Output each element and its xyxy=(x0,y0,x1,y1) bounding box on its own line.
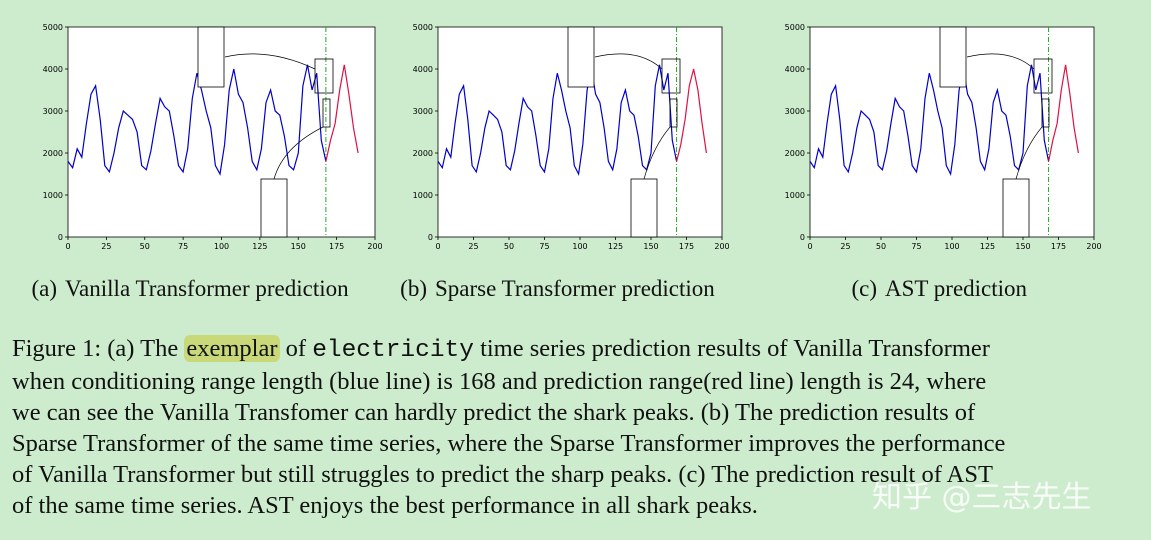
x-tick-label: 150 xyxy=(291,242,306,251)
x-tick-label: 125 xyxy=(608,242,623,251)
y-tick-label: 0 xyxy=(800,233,805,242)
caption-line: when conditioning range length (blue lin… xyxy=(12,368,987,395)
y-tick-label: 0 xyxy=(428,233,433,242)
subcaption-label: (b) xyxy=(400,276,427,301)
caption-line: of the same time series. AST enjoys the … xyxy=(12,492,758,519)
subcaption: Sparse Transformer prediction xyxy=(435,276,715,301)
series-line xyxy=(67,64,327,176)
x-tick-label: 0 xyxy=(807,242,812,251)
inset xyxy=(1002,178,1030,238)
y-tick-label: 5000 xyxy=(413,23,433,32)
inset xyxy=(630,178,658,238)
x-tick-label: 25 xyxy=(101,242,111,251)
x-tick-label: 175 xyxy=(329,242,344,251)
inset xyxy=(197,26,225,88)
x-tick-label: 200 xyxy=(1086,242,1101,251)
x-tick-label: 125 xyxy=(980,242,995,251)
caption-text: time series prediction results of Vanill… xyxy=(473,335,990,362)
series-line xyxy=(1048,64,1079,162)
x-tick-label: 75 xyxy=(539,242,549,251)
inset xyxy=(260,178,288,238)
zoom-box xyxy=(669,98,678,128)
x-tick-label: 25 xyxy=(468,242,478,251)
inset xyxy=(567,26,595,88)
x-tick-label: 150 xyxy=(1015,242,1030,251)
y-tick-label: 4000 xyxy=(785,65,805,74)
zoom-box xyxy=(1033,58,1053,94)
series-line xyxy=(325,64,359,162)
x-tick-label: 100 xyxy=(214,242,229,251)
x-tick-label: 50 xyxy=(876,242,886,251)
y-tick-label: 5000 xyxy=(785,23,805,32)
zoom-box xyxy=(1041,98,1050,128)
y-tick-label: 4000 xyxy=(43,65,63,74)
series-line xyxy=(809,64,1050,176)
x-tick-label: 50 xyxy=(504,242,514,251)
series-line xyxy=(676,68,707,162)
series-line xyxy=(437,64,678,176)
watermark: 知乎 @三志先生 xyxy=(872,480,1092,515)
caption-line: we can see the Vanilla Transfomer can ha… xyxy=(12,399,976,426)
subcaption: Vanilla Transformer prediction xyxy=(65,276,349,301)
caption-text: of xyxy=(279,335,313,362)
y-tick-label: 1000 xyxy=(43,191,63,200)
caption-line: of Vanilla Transformer but still struggl… xyxy=(12,461,993,488)
y-tick-label: 1000 xyxy=(785,191,805,200)
x-tick-label: 200 xyxy=(714,242,729,251)
y-tick-label: 1000 xyxy=(413,191,433,200)
y-tick-label: 3000 xyxy=(785,107,805,116)
figure-caption: Figure 1: (a) The exemplar of electricit… xyxy=(12,333,1005,521)
zoom-box xyxy=(322,98,331,128)
connector xyxy=(1015,126,1043,180)
x-tick-label: 0 xyxy=(65,242,70,251)
x-tick-label: 75 xyxy=(178,242,188,251)
subcaption-label: (a) xyxy=(31,276,57,301)
x-tick-label: 100 xyxy=(572,242,587,251)
zoom-box xyxy=(314,58,334,94)
y-tick-label: 2000 xyxy=(785,149,805,158)
inset xyxy=(939,26,967,88)
connector xyxy=(966,53,1035,70)
zoom-box xyxy=(661,58,681,94)
x-tick-label: 125 xyxy=(252,242,267,251)
caption-line: Figure 1: (a) The exemplar of electricit… xyxy=(12,333,1005,366)
connector xyxy=(224,53,316,70)
x-tick-label: 75 xyxy=(911,242,921,251)
y-tick-label: 4000 xyxy=(413,65,433,74)
y-tick-label: 2000 xyxy=(413,149,433,158)
caption-line: Sparse Transformer of the same time seri… xyxy=(12,430,1006,457)
subcaption: AST prediction xyxy=(885,276,1028,301)
x-tick-label: 150 xyxy=(643,242,658,251)
x-tick-label: 50 xyxy=(140,242,150,251)
x-tick-label: 0 xyxy=(435,242,440,251)
connector xyxy=(594,53,663,70)
caption-text: Figure 1: (a) The xyxy=(12,335,185,362)
subcaption-label: (c) xyxy=(851,276,877,301)
x-tick-label: 200 xyxy=(367,242,382,251)
highlight: exemplar xyxy=(184,335,280,362)
code-word: electricity xyxy=(312,337,474,364)
x-tick-label: 100 xyxy=(944,242,959,251)
y-tick-label: 0 xyxy=(58,233,63,242)
connector xyxy=(643,126,671,180)
y-tick-label: 3000 xyxy=(413,107,433,116)
y-tick-label: 3000 xyxy=(43,107,63,116)
x-tick-label: 175 xyxy=(1051,242,1066,251)
y-tick-label: 5000 xyxy=(43,23,63,32)
connector xyxy=(273,126,324,180)
x-tick-label: 25 xyxy=(840,242,850,251)
x-tick-label: 175 xyxy=(679,242,694,251)
y-tick-label: 2000 xyxy=(43,149,63,158)
